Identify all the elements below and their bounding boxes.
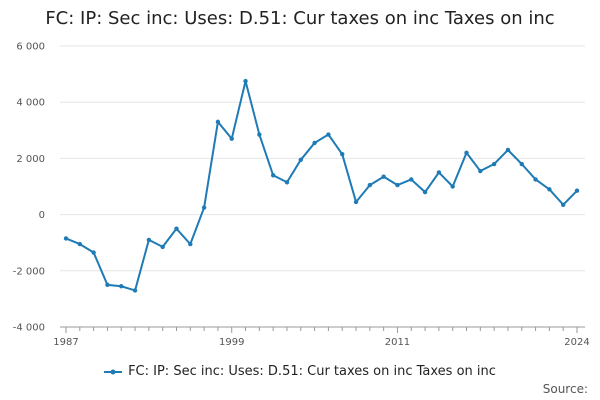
data-point <box>77 241 83 247</box>
x-tick-label: 1999 <box>219 337 244 348</box>
legend-line-marker-icon <box>104 369 123 374</box>
data-point <box>464 150 469 155</box>
data-point <box>312 140 317 146</box>
data-point <box>381 174 386 179</box>
data-point <box>201 205 207 210</box>
data-point <box>270 173 276 178</box>
data-point <box>409 177 414 182</box>
source-label: Source: <box>542 382 588 396</box>
data-point <box>91 250 96 255</box>
x-tick-label: 2024 <box>564 337 589 348</box>
data-point <box>422 189 428 195</box>
legend: FC: IP: Sec inc: Uses: D.51: Cur taxes o… <box>0 364 600 379</box>
data-point <box>298 157 303 163</box>
y-tick-label: -2 000 <box>13 266 45 277</box>
series-line <box>65 80 578 292</box>
legend-label[interactable]: FC: IP: Sec inc: Uses: D.51: Cur taxes o… <box>128 364 496 379</box>
chart-title: FC: IP: Sec inc: Uses: D.51: Cur taxes o… <box>45 8 555 29</box>
data-point <box>105 282 110 288</box>
y-tick-label: 2 000 <box>16 154 45 165</box>
data-point <box>119 284 124 289</box>
data-point <box>533 177 538 182</box>
data-point <box>436 170 442 175</box>
data-point <box>367 182 373 188</box>
data-point <box>450 184 455 189</box>
x-tick-label: 1987 <box>53 337 78 348</box>
data-point <box>229 136 234 141</box>
data-point <box>160 244 165 250</box>
grid <box>60 45 585 328</box>
data-point <box>353 199 359 205</box>
y-tick-label: 6 000 <box>16 42 45 53</box>
data-point <box>243 78 248 84</box>
data-point <box>519 161 524 167</box>
x-tick-label: 2011 <box>385 337 410 348</box>
data-point <box>491 161 497 167</box>
y-tick-label: 4 000 <box>16 98 45 109</box>
data-point <box>574 188 580 193</box>
data-point <box>63 236 69 241</box>
data-point <box>560 202 566 207</box>
data-point <box>188 241 193 247</box>
x-axis: 1987 1999 2011 2024 <box>53 326 590 348</box>
y-tick-label: -4 000 <box>13 323 45 334</box>
data-point <box>132 288 138 293</box>
data-point <box>395 182 400 188</box>
data-point <box>478 168 483 174</box>
data-point <box>340 151 345 157</box>
y-tick-label: 0 <box>39 210 45 221</box>
data-point <box>146 237 152 243</box>
data-point <box>326 132 331 137</box>
data-point <box>505 147 511 153</box>
data-point <box>547 187 552 192</box>
data-point <box>174 226 179 231</box>
data-point <box>257 132 262 137</box>
data-point <box>284 180 290 185</box>
data-point <box>215 119 221 125</box>
series <box>63 78 580 293</box>
y-axis: -4 000 -2 000 0 2 000 4 000 6 000 <box>13 42 45 334</box>
